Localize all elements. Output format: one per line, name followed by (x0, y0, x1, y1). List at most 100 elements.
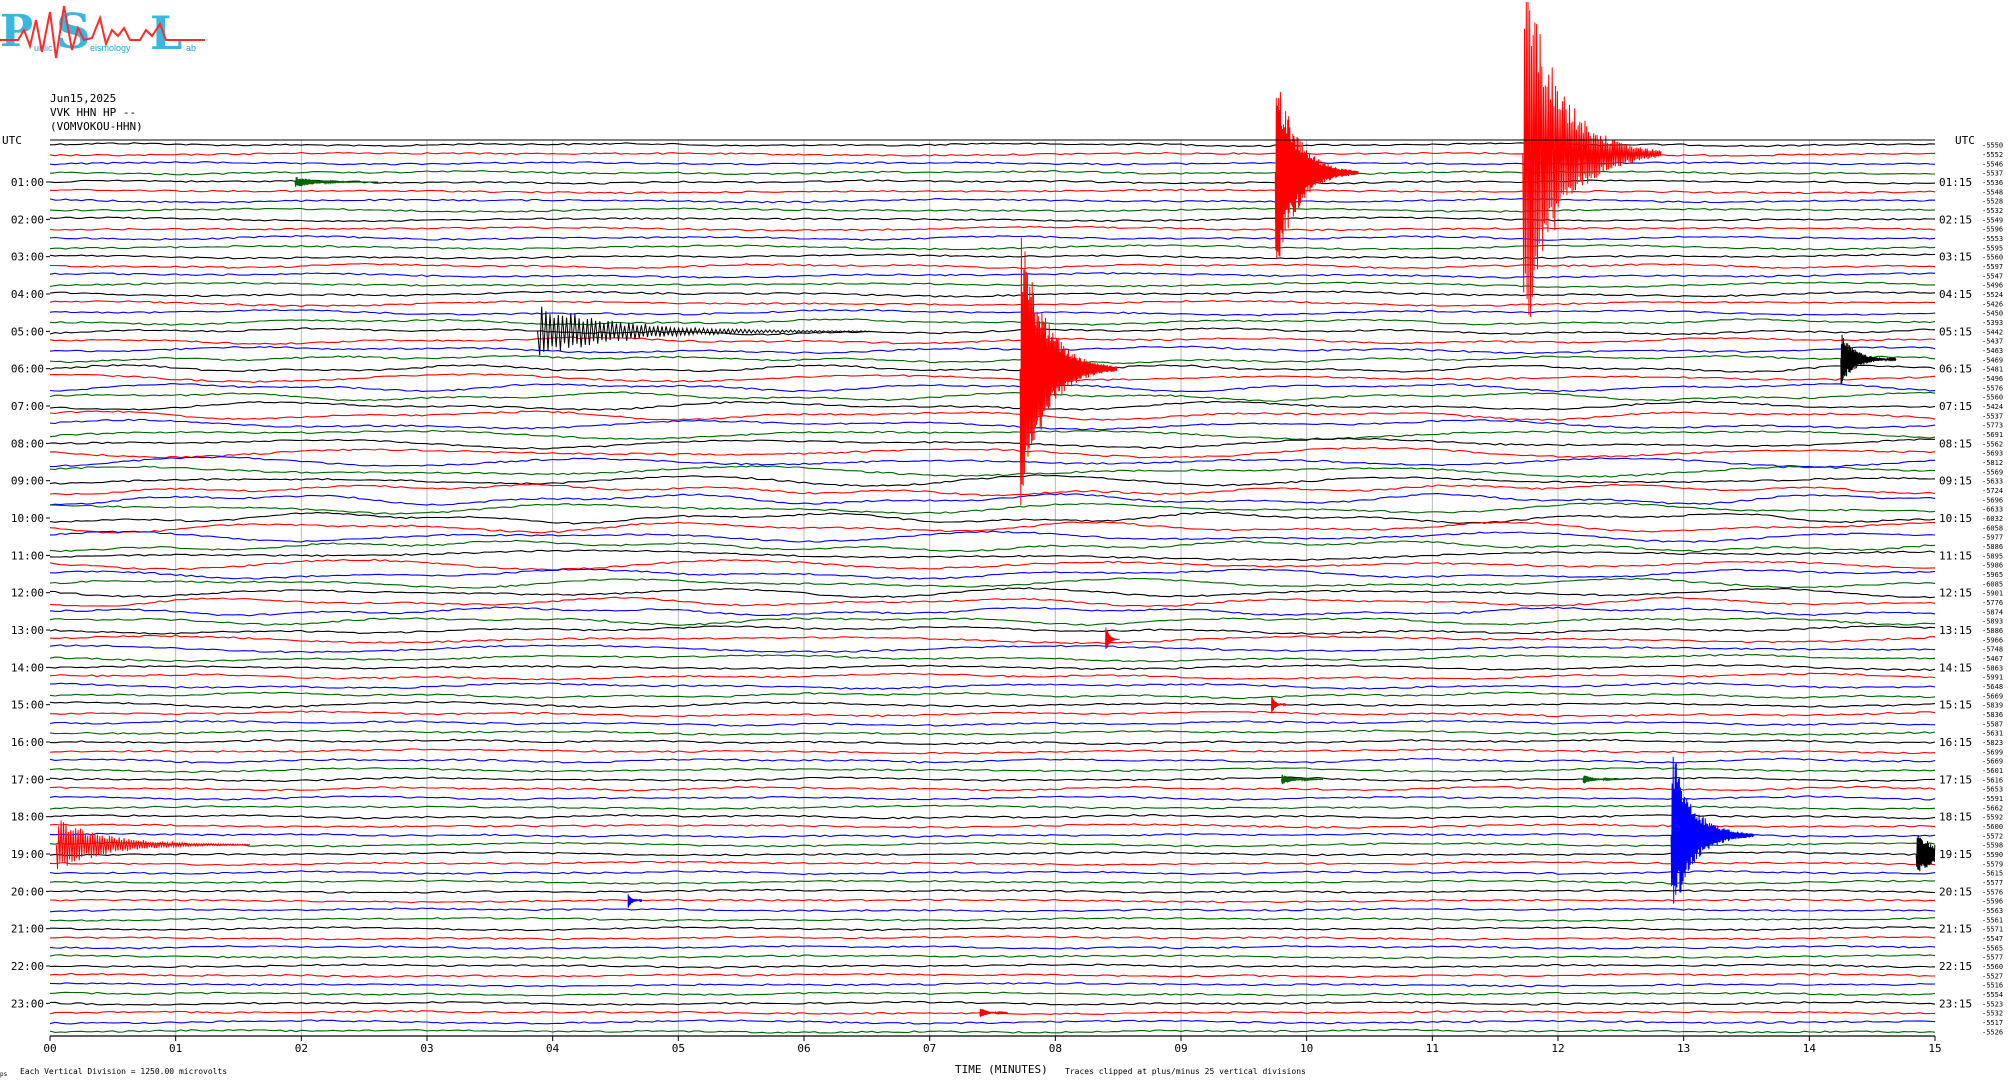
left-hour-label: 10:00 (11, 512, 44, 525)
trace-offset-label: -5836 (1982, 711, 2003, 719)
trace-offset-label: -5699 (1982, 748, 2003, 756)
trace-line (49, 972, 1935, 978)
x-tick-label: 08 (1049, 1042, 1062, 1055)
trace-offset-label: -5576 (1982, 384, 2003, 392)
seismic-traces (49, 142, 1936, 1034)
trace-offset-label: -5426 (1982, 300, 2003, 308)
trace-offset-label: -5893 (1982, 618, 2003, 626)
trace-line (49, 521, 1936, 534)
trace-offset-label: -5496 (1982, 282, 2003, 290)
trace-line (49, 720, 1936, 727)
right-hour-label: 16:15 (1939, 736, 1972, 749)
right-hour-label: 09:15 (1939, 475, 1972, 488)
trace-offset-label: -5536 (1982, 179, 2003, 187)
trace-offset-label: -5546 (1982, 160, 2003, 168)
logo-letter-p: P (0, 6, 34, 57)
trace-line (50, 530, 1936, 543)
event-waveform (1274, 91, 1359, 260)
trace-line (49, 207, 1936, 213)
left-hour-label: 11:00 (11, 549, 44, 562)
x-tick-label: 07 (923, 1042, 936, 1055)
trace-offset-label: -5776 (1982, 599, 2003, 607)
x-tick-label: 01 (169, 1042, 182, 1055)
right-hour-label: 13:15 (1939, 624, 1972, 637)
trace-line (49, 327, 1936, 336)
event-waveform (1019, 237, 1118, 506)
trace-offset-label: -5901 (1982, 590, 2003, 598)
trace-line (49, 860, 1936, 866)
trace-offset-label: -5560 (1982, 963, 2003, 971)
trace-line (49, 253, 1936, 260)
x-axis-label: TIME (MINUTES) (955, 1063, 1048, 1076)
trace-line (49, 170, 1936, 176)
trace-offset-label: -5696 (1982, 496, 2003, 504)
trace-line (49, 944, 1936, 950)
trace-offset-label: -5886 (1982, 627, 2003, 635)
trace-line (49, 1019, 1936, 1025)
trace-offset-label: -5874 (1982, 608, 2003, 616)
trace-line (49, 757, 1936, 764)
left-hour-label: 07:00 (11, 400, 44, 413)
left-hour-label: 02:00 (11, 213, 44, 226)
left-hour-label: 22:00 (11, 960, 44, 973)
trace-line (49, 691, 1936, 700)
trace-line (49, 898, 1936, 904)
trace-offset-label: -5748 (1982, 646, 2003, 654)
trace-offset-label: -5601 (1982, 767, 2003, 775)
trace-offset-label: -5986 (1982, 562, 2003, 570)
right-hour-label: 15:15 (1939, 699, 1972, 712)
corner-mark: ps (0, 1071, 8, 1078)
trace-line (49, 456, 1935, 468)
trace-line (49, 738, 1936, 746)
trace-offset-label: -5669 (1982, 758, 2003, 766)
trace-offset-label: -5523 (1982, 1000, 2003, 1008)
right-hour-label: 21:15 (1939, 923, 1972, 936)
trace-offset-label: -5548 (1982, 188, 2003, 196)
x-tick-label: 06 (797, 1042, 810, 1055)
trace-line (49, 336, 1936, 345)
left-hour-label: 06:00 (11, 363, 44, 376)
trace-offset-label: -5597 (1982, 263, 2003, 271)
trace-offset-label: -5517 (1982, 1019, 2003, 1027)
trace-line (49, 870, 1936, 876)
seismic-events (55, 1, 1936, 1018)
trace-line (49, 179, 1936, 185)
trace-offset-label: -5773 (1982, 422, 2003, 430)
left-hour-label: 19:00 (11, 848, 44, 861)
x-tick-label: 02 (295, 1042, 308, 1055)
right-hour-label: 08:15 (1939, 437, 1972, 450)
header-channel: VVK HHN HP -- (50, 106, 137, 119)
trace-offset-label: -5590 (1982, 851, 2003, 859)
trace-offset-label: -5537 (1982, 170, 2003, 178)
trace-line (49, 617, 1936, 626)
left-axis-title: UTC (2, 134, 22, 147)
x-tick-label: 12 (1551, 1042, 1564, 1055)
trace-offset-label: -5537 (1982, 412, 2003, 420)
trace-offset-label: -6085 (1982, 580, 2003, 588)
trace-line (49, 1000, 1936, 1006)
left-hour-label: 17:00 (11, 773, 44, 786)
x-tick-label: 09 (1174, 1042, 1187, 1055)
trace-offset-label: -5547 (1982, 935, 2003, 943)
right-hour-label: 02:15 (1939, 213, 1972, 226)
trace-line (49, 446, 1936, 459)
trace-line (49, 907, 1936, 913)
trace-line (49, 823, 1936, 829)
right-hour-label: 10:15 (1939, 512, 1972, 525)
trace-offset-label: -5991 (1982, 674, 2003, 682)
left-hour-label: 16:00 (11, 736, 44, 749)
trace-offset-label: -5554 (1982, 991, 2003, 999)
header-station: (VOMVOKOU-HHN) (50, 120, 143, 133)
right-hour-label: 07:15 (1939, 400, 1972, 413)
trace-line (50, 262, 1936, 270)
right-hour-label: 11:15 (1939, 549, 1972, 562)
left-hour-label: 15:00 (11, 699, 44, 712)
trace-line (49, 776, 1936, 783)
trace-offset-label: -5591 (1982, 795, 2003, 803)
trace-offset-label: -5532 (1982, 207, 2003, 215)
trace-offset-label: -5592 (1982, 814, 2003, 822)
event-waveform (1281, 774, 1324, 785)
trace-line (49, 879, 1936, 885)
event-waveform (1670, 756, 1755, 904)
trace-offset-label: -5600 (1982, 823, 2003, 831)
